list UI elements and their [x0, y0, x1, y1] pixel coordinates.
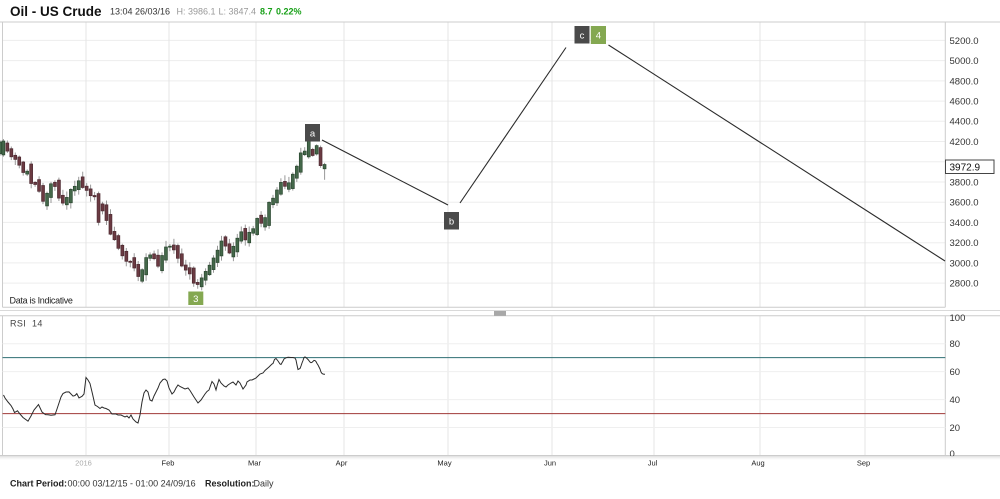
svg-text:RSI 14: RSI 14	[10, 319, 43, 329]
svg-text:5200.0: 5200.0	[950, 36, 979, 47]
svg-text:3200.0: 3200.0	[950, 238, 979, 249]
svg-text:2016: 2016	[75, 459, 92, 468]
svg-text:c: c	[580, 30, 585, 41]
svg-text:60: 60	[950, 367, 961, 378]
svg-text:20: 20	[950, 423, 961, 434]
svg-text:2800.0: 2800.0	[950, 279, 979, 290]
svg-text:May: May	[437, 459, 451, 468]
svg-text:13:04 26/03/16: 13:04 26/03/16	[110, 7, 170, 17]
svg-text:a: a	[310, 128, 316, 139]
svg-text:Oil - US Crude: Oil - US Crude	[10, 4, 102, 19]
svg-text:L: 3847.4: L: 3847.4	[219, 7, 257, 17]
svg-text:3800.0: 3800.0	[950, 177, 979, 188]
svg-text:Daily: Daily	[254, 479, 275, 489]
svg-text:4400.0: 4400.0	[950, 117, 979, 128]
svg-text:8.7: 8.7	[260, 7, 273, 17]
svg-text:Aug: Aug	[751, 459, 764, 468]
svg-text:4800.0: 4800.0	[950, 76, 979, 87]
svg-text:3600.0: 3600.0	[950, 198, 979, 209]
svg-text:0.22%: 0.22%	[276, 7, 302, 17]
svg-text:Jun: Jun	[544, 459, 556, 468]
svg-text:Mar: Mar	[248, 459, 261, 468]
svg-text:b: b	[449, 216, 454, 227]
svg-text:Sep: Sep	[857, 459, 870, 468]
svg-text:4600.0: 4600.0	[950, 96, 979, 107]
svg-text:40: 40	[950, 395, 961, 406]
svg-text:100: 100	[950, 313, 966, 324]
svg-text:Feb: Feb	[162, 459, 175, 468]
svg-text:3972.9: 3972.9	[950, 162, 981, 173]
svg-text:5000.0: 5000.0	[950, 56, 979, 67]
svg-text:00:00 03/12/15 - 01:00 24/09/1: 00:00 03/12/15 - 01:00 24/09/16	[68, 479, 196, 489]
svg-text:4: 4	[596, 31, 601, 42]
svg-text:Apr: Apr	[336, 459, 348, 468]
svg-text:80: 80	[950, 339, 961, 350]
svg-text:3400.0: 3400.0	[950, 218, 979, 229]
svg-text:Chart Period:: Chart Period:	[10, 479, 67, 489]
svg-text:3000.0: 3000.0	[950, 258, 979, 269]
svg-text:0: 0	[950, 449, 955, 460]
svg-text:H: 3986.1: H: 3986.1	[177, 7, 216, 17]
svg-text:Jul: Jul	[648, 459, 658, 468]
svg-text:Resolution:: Resolution:	[205, 479, 255, 489]
svg-text:4200.0: 4200.0	[950, 137, 979, 148]
svg-text:3: 3	[193, 294, 198, 305]
svg-text:Data is Indicative: Data is Indicative	[10, 296, 73, 306]
